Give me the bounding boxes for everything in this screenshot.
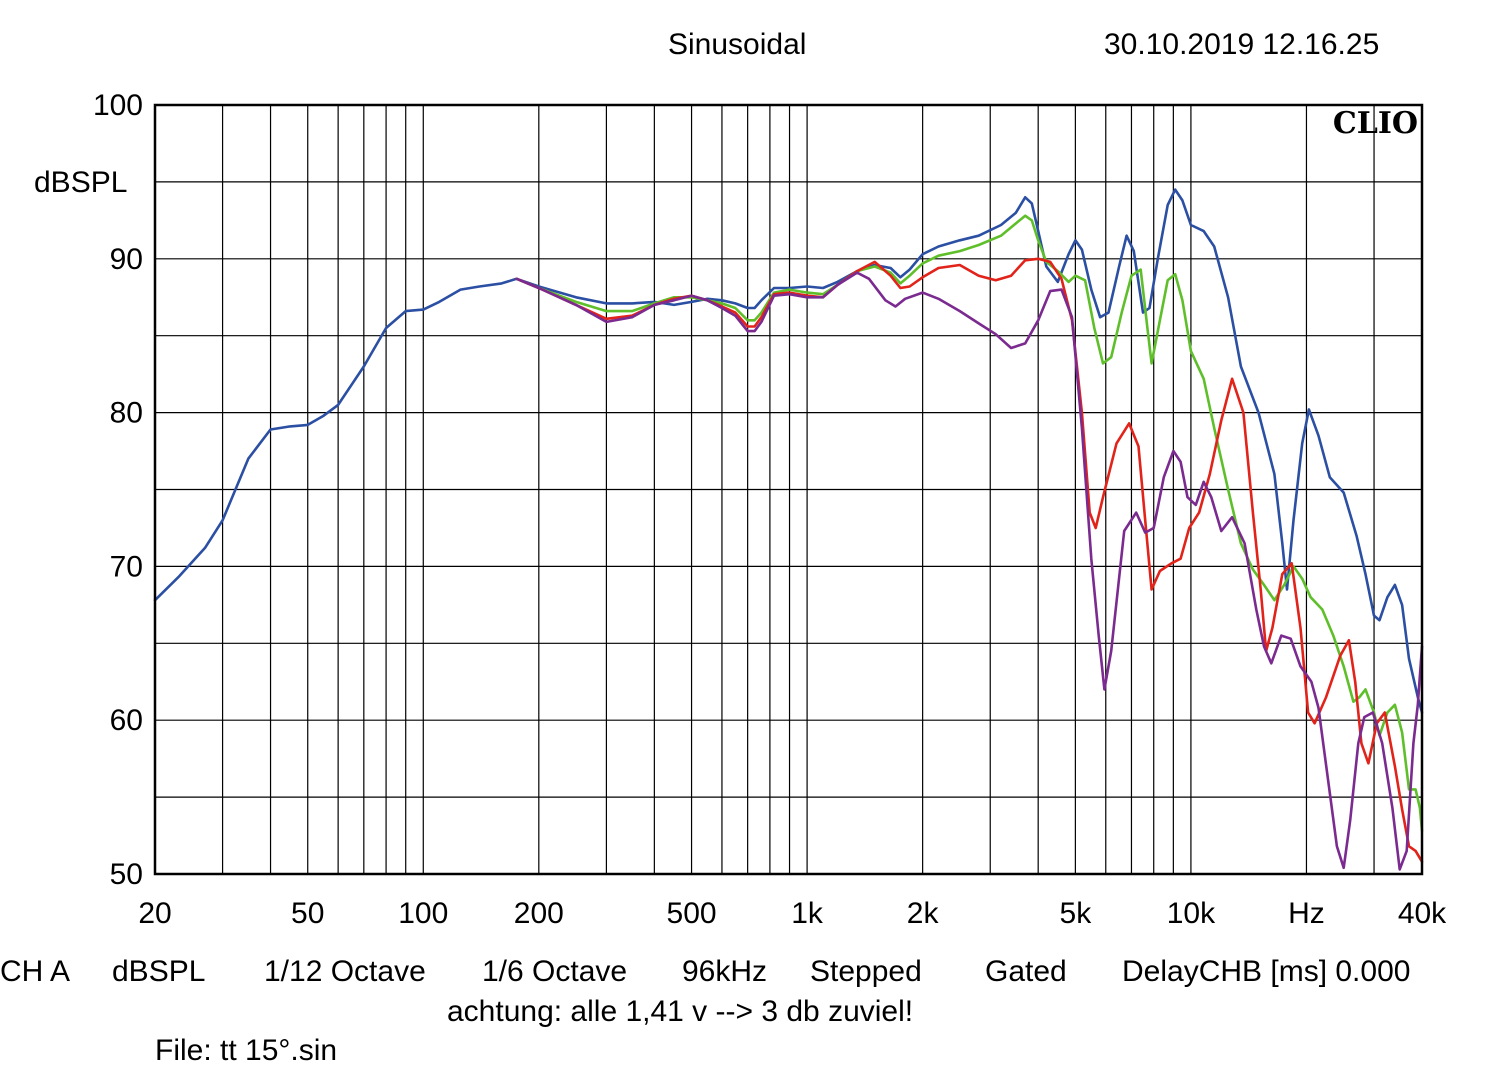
x-tick-label: 500 xyxy=(667,897,717,930)
x-tick-label: 10k xyxy=(1167,897,1216,930)
x-tick-label: Hz xyxy=(1288,897,1325,930)
x-tick-label: 50 xyxy=(291,897,324,930)
plot-frame xyxy=(153,103,1424,876)
x-tick-label: 20 xyxy=(138,897,171,930)
series-line-1 xyxy=(153,188,1424,714)
y-tick-label: 50 xyxy=(110,858,143,891)
footer-delay: DelayCHB [ms] 0.000 xyxy=(1122,955,1411,988)
footer-window: Gated xyxy=(985,955,1067,988)
footer-smoothing: 1/12 Octave xyxy=(264,955,426,988)
x-tick-label: 2k xyxy=(907,897,940,930)
x-tick-label: 1k xyxy=(791,897,824,930)
series-line-4 xyxy=(515,271,1424,871)
chart-title: Sinusoidal xyxy=(668,28,807,61)
y-tick-label: 60 xyxy=(110,704,143,737)
x-tick-label: 40k xyxy=(1398,897,1447,930)
y-tick-label: 70 xyxy=(110,550,143,583)
footer-resolution: 1/6 Octave xyxy=(482,955,628,988)
y-axis-labels: 100 90 80 70 60 50 xyxy=(93,89,143,891)
y-tick-label: 90 xyxy=(110,243,143,276)
footer-mode: Stepped xyxy=(810,955,922,988)
x-tick-label: 100 xyxy=(398,897,448,930)
footer-sample-rate: 96kHz xyxy=(682,955,768,988)
clio-logo: CLIO xyxy=(1333,106,1418,141)
chart-series xyxy=(153,188,1424,871)
chart-grid xyxy=(155,105,1422,874)
series-line-3 xyxy=(515,257,1424,863)
x-axis-labels: 20 50 100 200 500 1k 2k 5k 10k Hz 40k xyxy=(138,897,1447,930)
footer-file: File: tt 15°.sin xyxy=(155,1034,338,1067)
x-tick-label: 5k xyxy=(1060,897,1093,930)
footer-note: achtung: alle 1,41 v --> 3 db zuviel! xyxy=(447,995,914,1028)
x-tick-label: 200 xyxy=(514,897,564,930)
y-axis-unit-label: dBSPL xyxy=(34,166,127,199)
y-tick-label: 100 xyxy=(93,89,143,122)
footer-unit: dBSPL xyxy=(112,955,206,988)
timestamp: 30.10.2019 12.16.25 xyxy=(1104,28,1380,61)
footer-channel: CH A xyxy=(0,955,71,988)
y-tick-label: 80 xyxy=(110,397,143,430)
series-line-2 xyxy=(515,214,1424,833)
